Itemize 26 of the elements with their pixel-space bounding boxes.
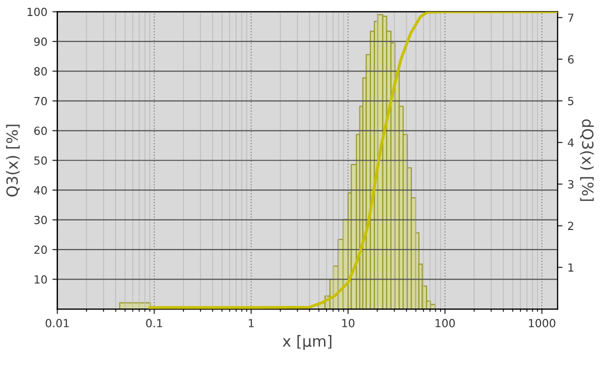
y-tick-label: 100 (28, 8, 47, 16)
y-tick-label: 60 (34, 126, 47, 136)
x-tick-label: 1 (248, 319, 254, 328)
y2-axis-title: dQ3(x) [%] (580, 119, 594, 201)
x-axis-title: x [µm] (282, 335, 332, 350)
x-tick-label: 1000 (528, 318, 556, 328)
y2-tick-label: 7 (568, 14, 574, 22)
y-tick-label: 40 (34, 186, 47, 194)
y2-tick-label: 2 (568, 222, 574, 230)
x-tick-label: 10 (342, 318, 354, 328)
y-tick-label: 10 (34, 275, 47, 284)
x-tick-label: 0.01 (46, 318, 69, 328)
y-axis-title: Q3(x) [%] (6, 124, 20, 197)
y2-tick-label: 1 (568, 264, 574, 272)
y2-tick-label: 6 (568, 55, 574, 64)
x-tick-label: 0.1 (146, 318, 162, 328)
y-tick-label: 30 (34, 216, 47, 224)
y-tick-label: 50 (34, 156, 47, 165)
y-tick-label: 90 (34, 37, 47, 46)
y2-tick-label: 4 (568, 138, 574, 147)
y2-tick-label: 5 (568, 96, 574, 106)
y-tick-label: 80 (34, 67, 47, 76)
x-tick-label: 100 (436, 318, 455, 328)
y-tick-label: 20 (34, 246, 47, 254)
y2-tick-label: 3 (568, 180, 574, 188)
y-tick-label: 70 (34, 96, 47, 106)
